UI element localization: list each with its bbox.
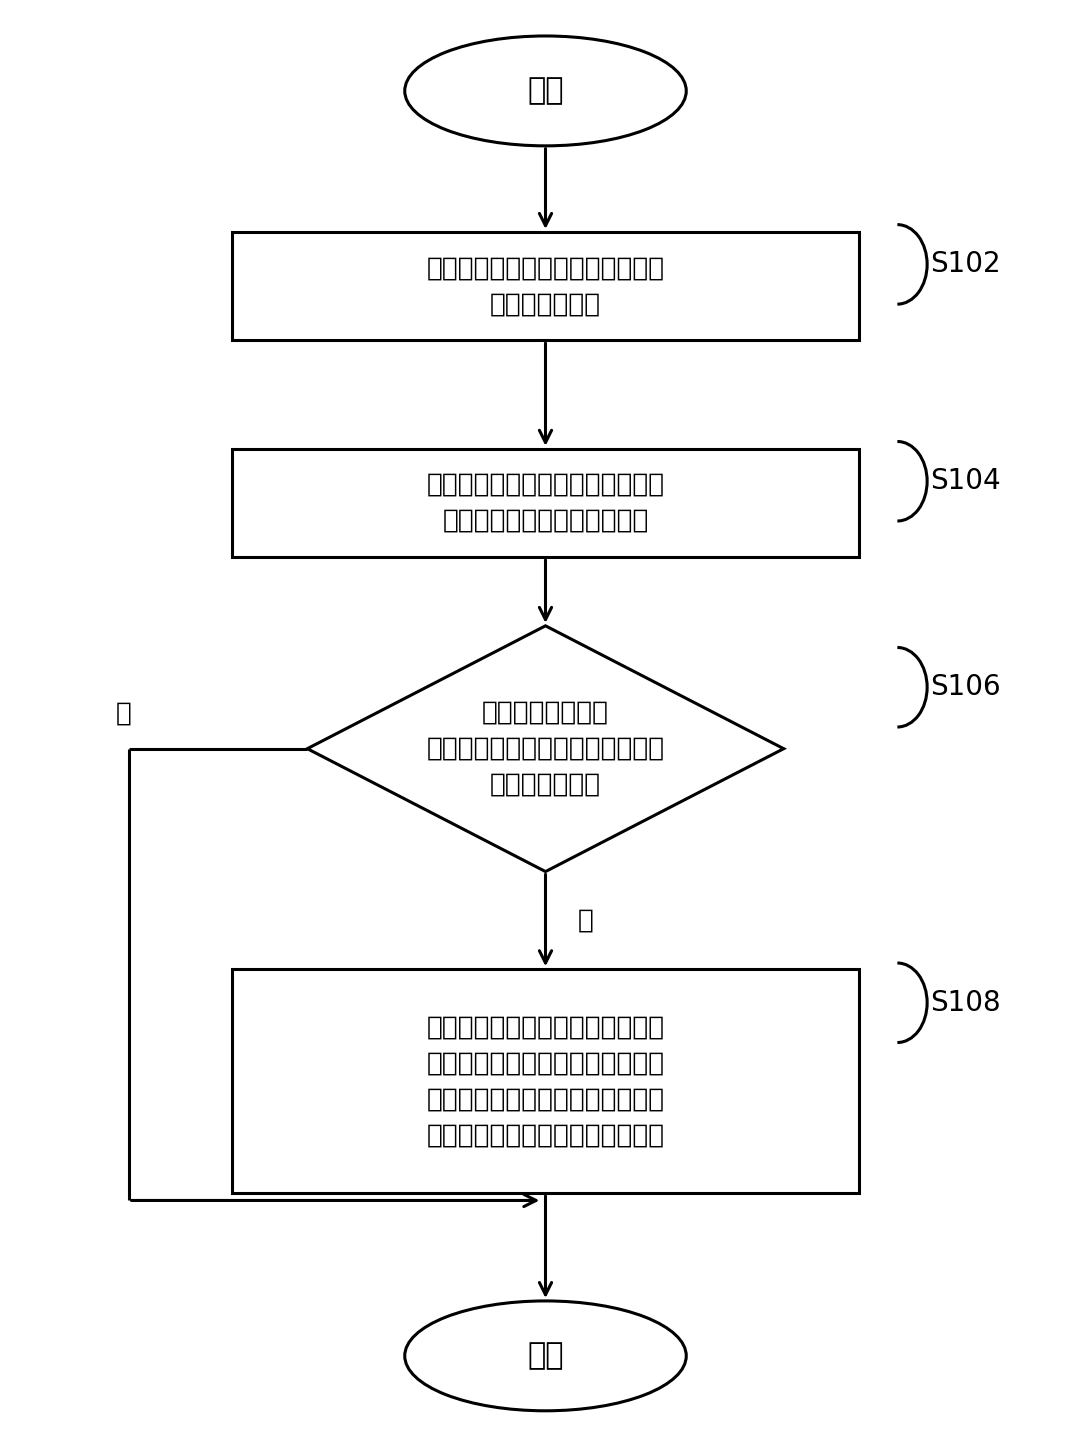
Text: S102: S102 — [930, 250, 1000, 278]
Text: 根据所述替代关系信息查找所述子
项物料的替代物料，并根据所述替
代关系信息依次将所述子项物料替
换为可用库存量不为零的替代物料: 根据所述替代关系信息查找所述子 项物料的替代物料，并根据所述替 代关系信息依次将… — [427, 1015, 664, 1149]
Ellipse shape — [405, 36, 686, 145]
Text: 结束: 结束 — [527, 1342, 564, 1370]
Text: 根据所述父项物料信息及子项物料
信息获取子项物料的净需求量: 根据所述父项物料信息及子项物料 信息获取子项物料的净需求量 — [427, 473, 664, 534]
Text: 否: 否 — [116, 701, 131, 727]
Ellipse shape — [405, 1301, 686, 1410]
Text: 读取父项物料信息、子项物料信息
及替代关系信息: 读取父项物料信息、子项物料信息 及替代关系信息 — [427, 254, 664, 317]
Text: 是: 是 — [578, 907, 594, 933]
Text: S106: S106 — [930, 673, 1000, 701]
Bar — [231, 449, 860, 557]
Text: 开始: 开始 — [527, 77, 564, 105]
Bar — [231, 231, 860, 340]
Text: 根据所述子项物料
的净需求量判断子项物料的可用库
存量是否为零？: 根据所述子项物料 的净需求量判断子项物料的可用库 存量是否为零？ — [427, 699, 664, 798]
Text: S104: S104 — [930, 467, 1000, 496]
Polygon shape — [308, 625, 783, 871]
Text: S108: S108 — [930, 989, 1000, 1016]
Bar — [231, 970, 860, 1194]
